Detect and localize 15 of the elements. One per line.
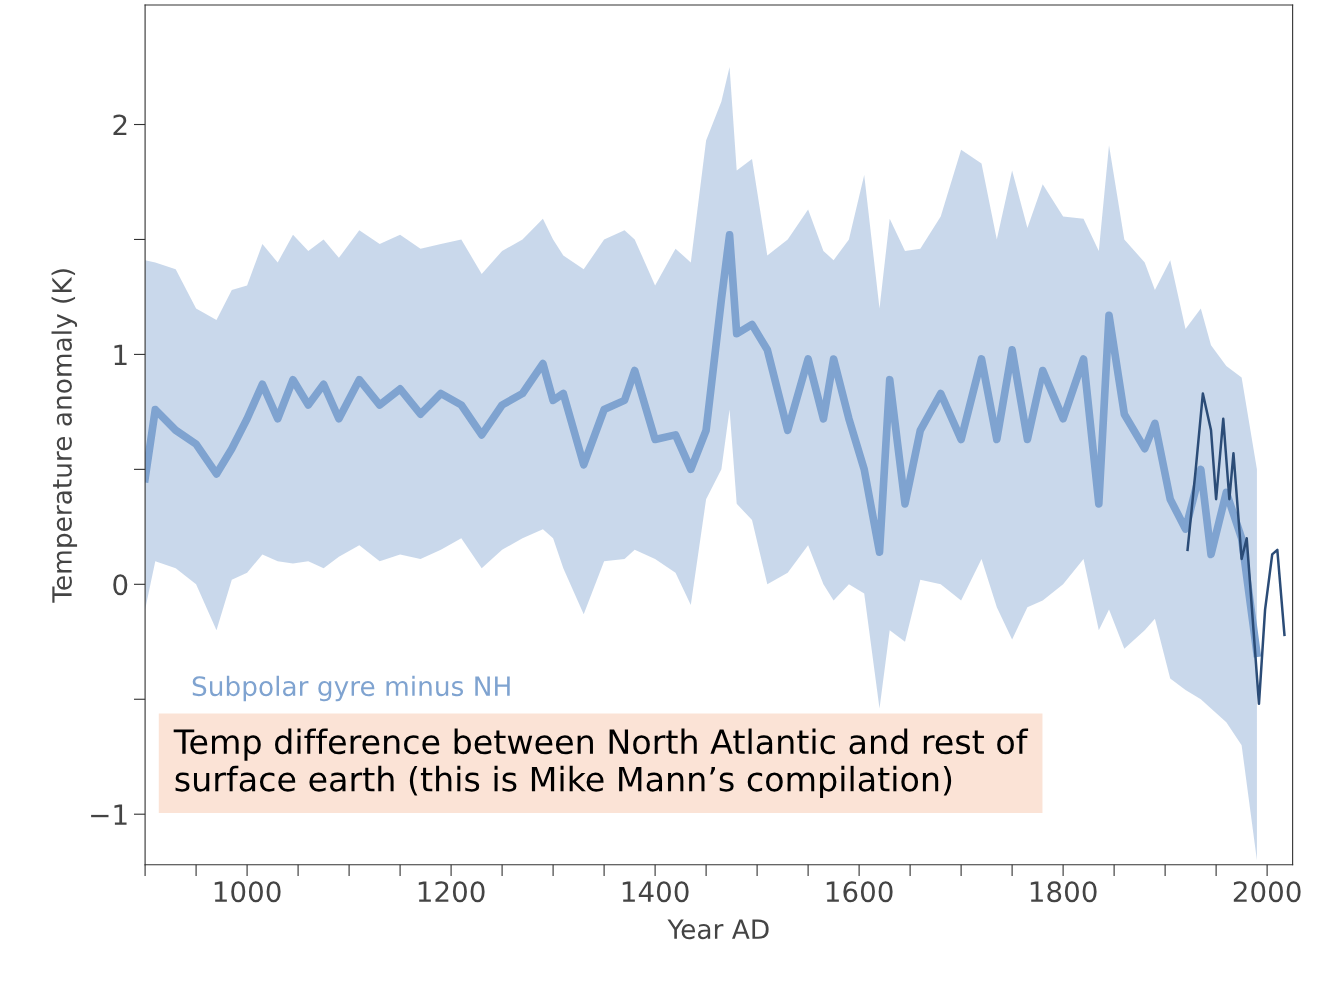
annotation: Temp difference between North Atlantic and rest of surface earth (this is Mike Mann’s compilation) (173, 728, 1029, 799)
x-axis-title: Year AD (667, 919, 769, 940)
x-tick-label: 2000 (1233, 881, 1301, 903)
y-tick-label: 1 (114, 344, 127, 365)
y-axis-title: Temperature anomaly (K) (51, 269, 78, 603)
y-tick-label: 0 (113, 574, 128, 596)
x-tick-label: 1400 (622, 881, 689, 903)
x-tick-label: 1200 (418, 881, 485, 903)
y-tick-label: −1 (91, 804, 127, 825)
text: Subpolar gyre minus NH (192, 675, 510, 702)
x-tick-label: 1600 (826, 881, 893, 903)
x-tick-label: 1800 (1030, 881, 1097, 903)
line-series (1186, 392, 1286, 706)
y-tick-label: 2 (113, 114, 127, 136)
x-tick-label: 1000 (214, 881, 281, 903)
